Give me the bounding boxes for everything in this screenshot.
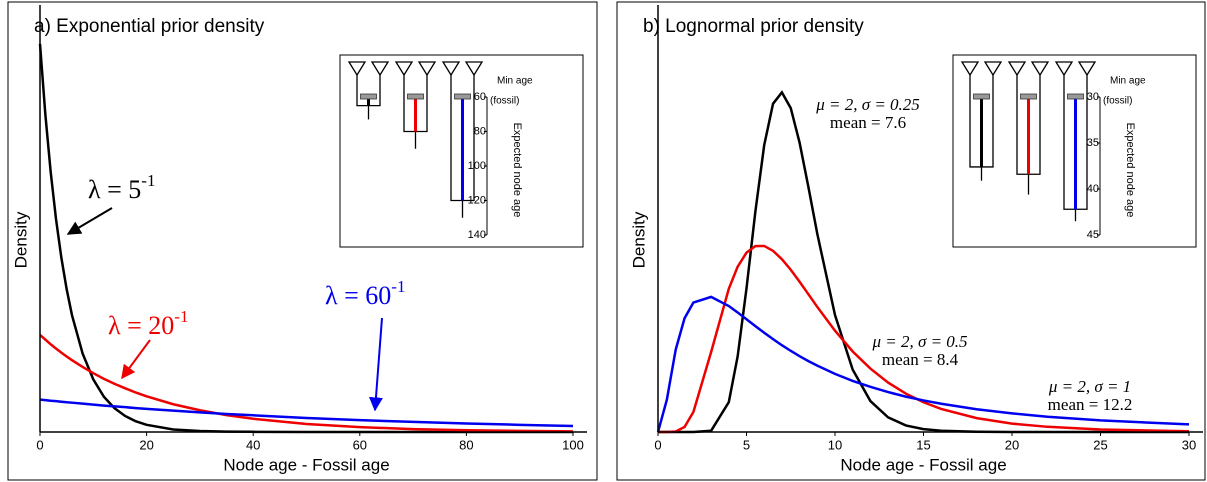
tip-triangle [1054, 61, 1074, 77]
inset-top-label: Min age [1110, 76, 1146, 87]
fossil-bar [407, 93, 424, 100]
y-axis-label: Density [11, 211, 30, 268]
curve-label: λ = 20-1 [108, 307, 188, 340]
curve-label-sup: -1 [141, 171, 155, 190]
x-tick-label: 60 [353, 437, 367, 452]
inset-axis-label: Expected node age [1124, 123, 1136, 218]
x-tick-label: 100 [562, 437, 584, 452]
fossil-bar [973, 93, 990, 100]
x-tick-label: 15 [916, 437, 930, 452]
x-tick-label: 80 [459, 437, 473, 452]
x-tick-label: 0 [36, 437, 43, 452]
annotation-arrow [66, 207, 113, 235]
tip-triangle [1077, 61, 1097, 77]
density-curve [39, 398, 574, 428]
curve-label: λ = 5-1 [88, 171, 155, 204]
x-tick-label: 25 [1093, 437, 1107, 452]
inset-tick-label: 30 [1087, 91, 1099, 103]
tip-triangle [441, 61, 461, 77]
annotation-arrow [368, 317, 383, 412]
curve-label-main: λ = 20 [108, 311, 174, 340]
tip-triangle [464, 61, 484, 77]
inset-tick-label: 120 [468, 194, 486, 206]
x-tick-label: 40 [246, 437, 260, 452]
inset-tick-label: 100 [468, 160, 486, 172]
tip-triangle [1007, 61, 1027, 77]
inset-axis-label: Expected node age [511, 123, 523, 218]
x-tick-label: 30 [1182, 437, 1196, 452]
curve-label: μ = 2, σ = 0.5 [871, 332, 967, 351]
fossil-bar [1067, 93, 1084, 100]
density-curve [658, 244, 1190, 434]
curve-label: μ = 2, σ = 1 [1048, 377, 1131, 396]
curve-label-sup: -1 [391, 277, 405, 296]
density-curve [656, 295, 1190, 433]
fossil-bar [1020, 93, 1037, 100]
curve-mean-label: mean = 12.2 [1048, 395, 1133, 414]
panel-frame [7, 1, 598, 481]
annotation-arrow [121, 339, 151, 380]
fossil-bar [360, 93, 377, 100]
panel-title: a) Exponential prior density [34, 16, 265, 37]
y-axis-label: Density [629, 211, 648, 268]
inset: 60 80 100 120 140 Min age (fossil) Expected nod… [339, 54, 584, 248]
curve-mean-label: mean = 7.6 [830, 113, 906, 132]
panel-title: b) Lognormal prior density [643, 16, 864, 37]
x-tick-label: 10 [828, 437, 842, 452]
tip-triangle [417, 61, 437, 77]
tip-triangle [960, 61, 980, 77]
panel-frame [616, 1, 1206, 481]
tip-triangle [347, 61, 367, 77]
x-tick-label: 5 [743, 437, 750, 452]
density-curve [39, 334, 574, 433]
fossil-bar [454, 93, 471, 100]
curve-label: λ = 60-1 [325, 277, 405, 310]
curve-mean-label: mean = 8.4 [882, 350, 959, 369]
density-curve [658, 90, 1189, 434]
curve-label-sup: -1 [174, 307, 188, 326]
curve-label-main: λ = 60 [325, 281, 391, 310]
inset: 30 35 40 45 Min age (fossil) Expected node age [952, 54, 1197, 248]
inset-top-label: (fossil) [1103, 96, 1132, 107]
inset-tick-label: 35 [1087, 137, 1099, 149]
inset-tick-label: 45 [1087, 229, 1099, 241]
x-tick-label: 20 [1005, 437, 1019, 452]
curve-label: μ = 2, σ = 0.25 [815, 95, 920, 114]
inset-tick-label: 40 [1087, 183, 1099, 195]
tip-triangle [1030, 61, 1050, 77]
x-axis-label: Node age - Fossil age [840, 455, 1006, 474]
curve-label-main: λ = 5 [88, 175, 141, 204]
inset-top-label: (fossil) [490, 96, 519, 107]
inset-tick-label: 80 [474, 125, 486, 137]
inset-tick-label: 140 [468, 229, 486, 241]
tip-triangle [370, 61, 390, 77]
inset-tick-label: 60 [474, 91, 486, 103]
tip-triangle [394, 61, 414, 77]
inset-top-label: Min age [497, 76, 533, 87]
x-tick-label: 0 [654, 437, 661, 452]
tip-triangle [983, 61, 1003, 77]
x-axis-label: Node age - Fossil age [223, 455, 389, 474]
x-tick-label: 20 [139, 437, 153, 452]
